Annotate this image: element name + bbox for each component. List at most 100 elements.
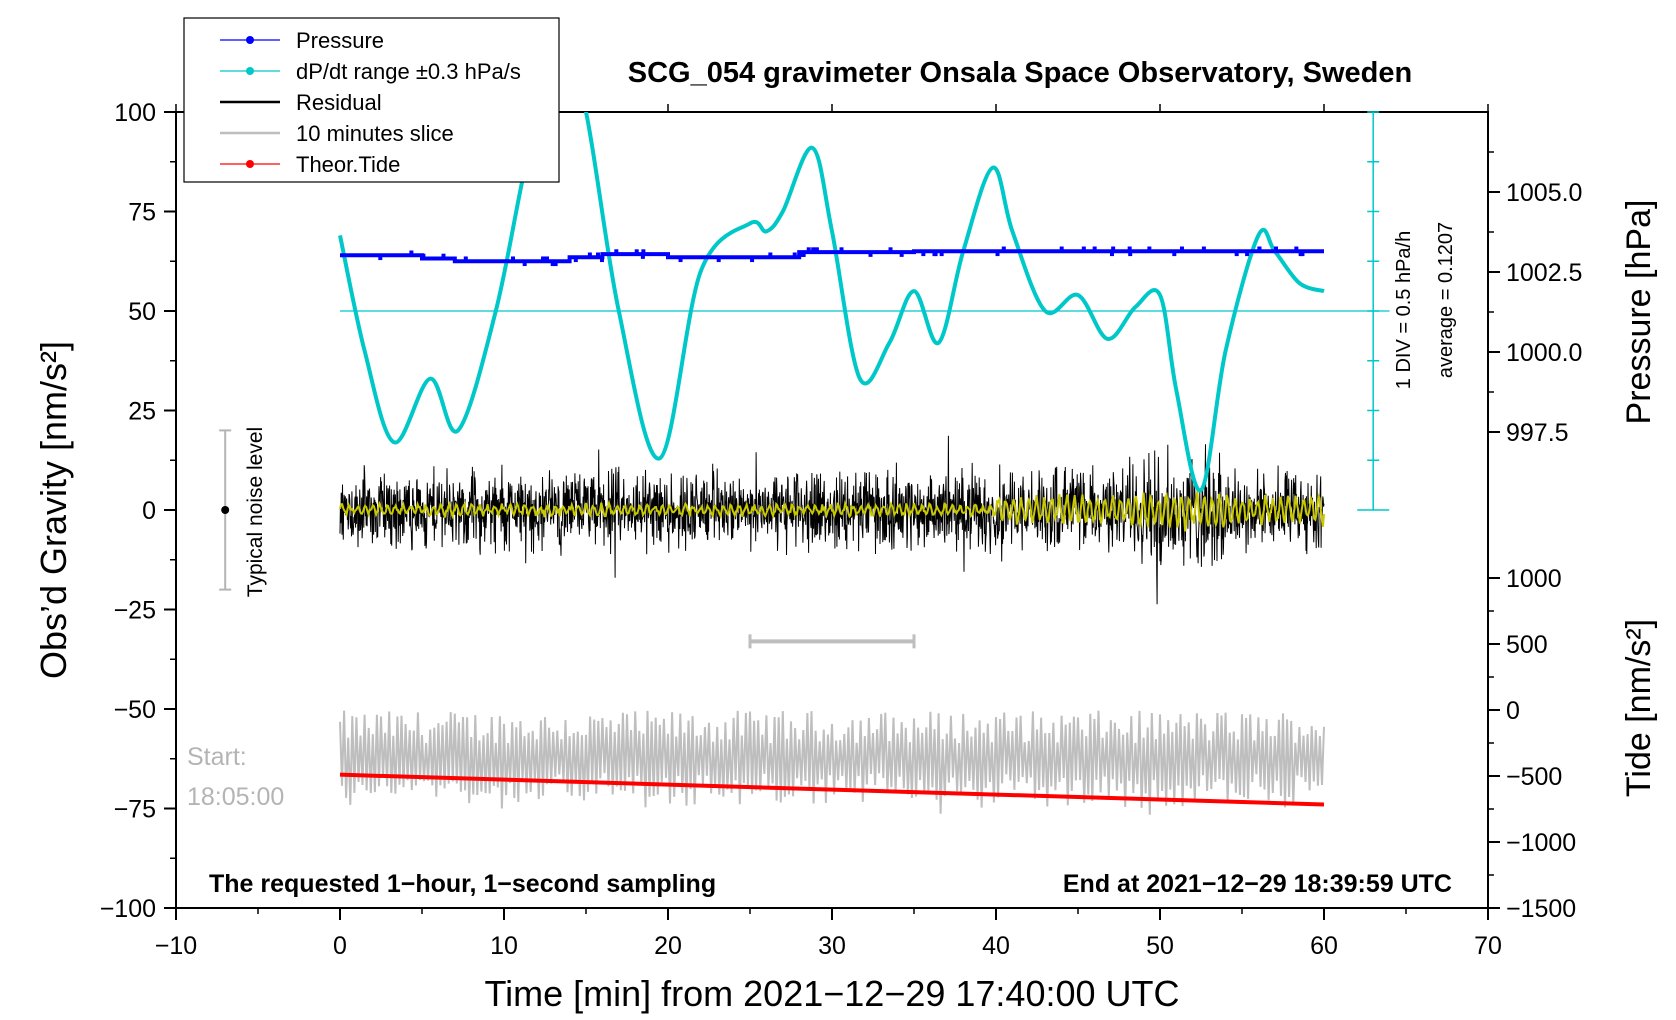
pressure-flicker <box>750 258 755 263</box>
start-label: Start: <box>187 743 247 771</box>
pressure-flicker <box>888 247 893 252</box>
pressure-tick-label: 1000.0 <box>1506 339 1582 367</box>
x-tick-label: 60 <box>1310 932 1338 960</box>
footer-left-note: The requested 1−hour, 1−second sampling <box>209 870 716 898</box>
y-tick-label: 75 <box>128 199 156 227</box>
pressure-flicker <box>839 247 844 252</box>
pressure-flicker <box>801 252 806 257</box>
pressure-flicker <box>409 250 414 255</box>
pressure-flicker <box>716 258 721 263</box>
pressure-flicker <box>596 252 601 257</box>
pressure-flicker <box>921 252 926 257</box>
legend: Pressure dP/dt range ±0.3 hPa/s Residual 10… <box>183 17 560 183</box>
pressure-flicker <box>587 252 592 257</box>
pressure-flicker <box>1179 246 1184 251</box>
pressure-flicker <box>1109 252 1114 257</box>
pressure-flicker <box>553 262 558 267</box>
pressure-flicker <box>806 247 811 252</box>
y-tick-label: 0 <box>142 497 156 525</box>
pressure-flicker <box>641 249 646 254</box>
pressure-axis-ticks: 1005.0 1002.5 1000.0 997.5 <box>1488 151 1582 447</box>
legend-entries: Pressure dP/dt range ±0.3 hPa/s Residual 10… <box>220 28 521 177</box>
pressure-flicker <box>939 252 944 257</box>
pressure-flicker <box>1111 246 1116 251</box>
tide-axis-label: Tide [nm/s²] <box>1620 619 1658 797</box>
pressure-tick-label: 1002.5 <box>1506 259 1582 287</box>
pressure-flicker <box>599 258 604 263</box>
pressure-axis-label: Pressure [hPa] <box>1620 200 1658 425</box>
y-tick-label: 50 <box>128 298 156 326</box>
x-tick-label: 70 <box>1474 932 1502 960</box>
pressure-flicker <box>1257 246 1262 251</box>
x-tick-label: 50 <box>1146 932 1174 960</box>
x-tick-label: 40 <box>982 932 1010 960</box>
noise-center-dot <box>221 506 230 514</box>
start-time: 18:05:00 <box>187 783 284 811</box>
pressure-flicker <box>463 256 468 261</box>
y-axis-label: Obs’d Gravity [nm/s²] <box>33 341 74 679</box>
slice-line <box>339 710 1325 815</box>
y-tick-label: 25 <box>128 398 156 426</box>
pressure-flicker <box>378 256 383 261</box>
legend-marker <box>246 36 254 44</box>
dpdt-series <box>338 112 1390 493</box>
pressure-flicker <box>1172 252 1177 257</box>
x-tick-label: 10 <box>490 932 518 960</box>
pressure-series <box>340 246 1324 267</box>
tide-axis-ticks: 1000 500 0 −500 −1000 −1500 <box>1488 565 1576 923</box>
legend-marker <box>246 160 254 168</box>
tide-tick-label: 1000 <box>1506 565 1562 593</box>
legend-label: dP/dt range ±0.3 hPa/s <box>296 59 521 84</box>
x-tick-label: −10 <box>155 932 197 960</box>
y-tick-label: −75 <box>114 796 156 824</box>
pressure-flicker <box>545 256 550 261</box>
pressure-flicker <box>1201 246 1206 251</box>
legend-label: Pressure <box>296 28 384 53</box>
pressure-flicker <box>792 252 797 257</box>
filtered-line <box>339 491 1325 532</box>
tide-tick-label: 500 <box>1506 631 1548 659</box>
pressure-tick-label: 1005.0 <box>1506 179 1582 207</box>
pressure-flicker <box>1147 246 1152 251</box>
pressure-flicker <box>573 258 578 263</box>
legend-marker <box>246 67 254 75</box>
x-tick-label: 0 <box>333 932 347 960</box>
tide-series <box>339 772 1325 807</box>
pressure-flicker <box>933 252 938 257</box>
pressure-flicker <box>510 256 515 261</box>
footer-right-note: End at 2021−12−29 18:39:59 UTC <box>1063 870 1452 898</box>
pressure-flicker <box>1300 252 1305 257</box>
x-axis-label: Time [min] from 2021−12−29 17:40:00 UTC <box>484 973 1179 1014</box>
dpdt-scale-avg-label: average = 0.1207 <box>1435 222 1457 378</box>
legend-label: Theor.Tide <box>296 152 400 177</box>
pressure-line <box>340 249 1324 264</box>
pressure-flicker <box>1294 246 1299 251</box>
dpdt-scale-div-label: 1 DIV = 0.5 hPa/h <box>1393 231 1415 389</box>
pressure-flicker <box>634 249 639 254</box>
pressure-flicker <box>614 249 619 254</box>
pressure-flicker <box>995 252 1000 257</box>
x-axis-ticks: −10 0 10 20 30 40 50 60 70 <box>155 104 1502 960</box>
pressure-flicker <box>678 258 683 263</box>
tide-tick-label: −1500 <box>1506 895 1576 923</box>
pressure-flicker <box>868 252 873 257</box>
legend-label: Residual <box>296 90 382 115</box>
pressure-flicker <box>1081 246 1086 251</box>
noise-level-label: Typical noise level <box>244 427 267 597</box>
y-tick-label: −50 <box>114 696 156 724</box>
pressure-flicker <box>1127 246 1132 251</box>
pressure-flicker <box>768 252 773 257</box>
tide-line <box>339 772 1325 807</box>
y-tick-label: 100 <box>114 99 156 127</box>
tide-tick-label: −500 <box>1506 763 1562 791</box>
y-tick-label: −100 <box>100 895 156 923</box>
pressure-flicker <box>1001 246 1006 251</box>
x-tick-label: 20 <box>654 932 682 960</box>
pressure-flicker <box>1245 252 1250 257</box>
noise-level-indicator <box>219 429 232 591</box>
dpdt-scale-bar <box>1357 111 1390 511</box>
filtered-series <box>339 491 1325 532</box>
pressure-flicker <box>1128 252 1133 257</box>
slice-marker <box>748 634 916 649</box>
